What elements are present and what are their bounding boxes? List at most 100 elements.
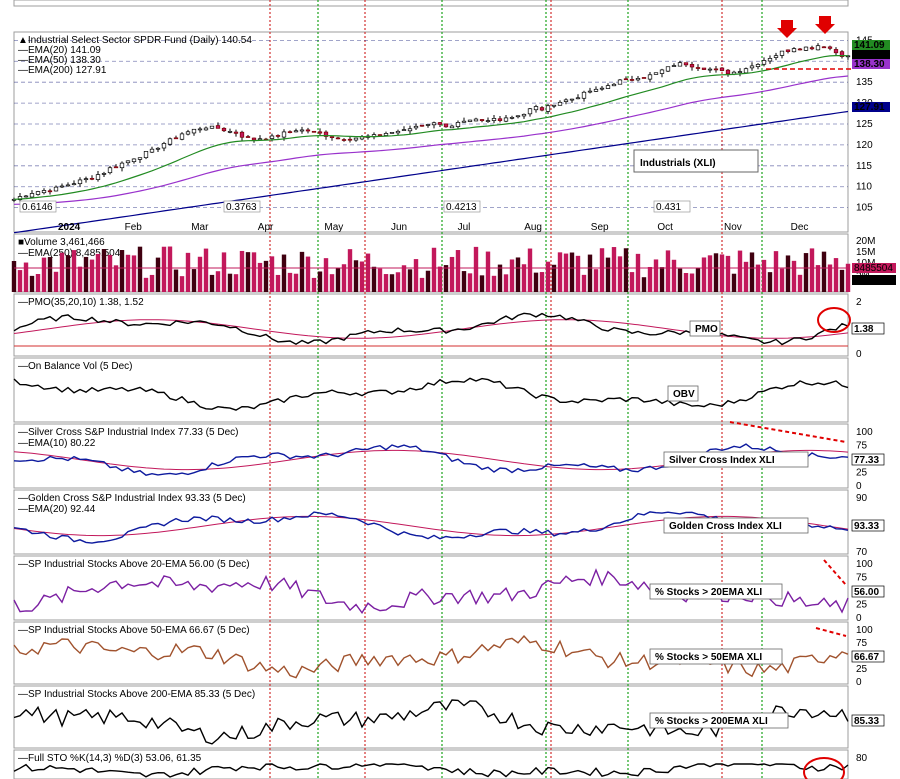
volume-bar (131, 255, 137, 292)
volume-bar (389, 274, 395, 292)
pmo-highlight-circle (817, 307, 851, 333)
indicator-title: —Golden Cross S&P Industrial Index 93.33… (18, 493, 246, 504)
volume-bars (11, 246, 851, 292)
indicator-annotation-box (663, 451, 809, 468)
indicator-axis-tick: 80 (856, 753, 868, 764)
price-bar (545, 105, 551, 112)
volume-bar (479, 275, 485, 292)
volume-bar (683, 273, 689, 292)
volume-bar (755, 264, 761, 292)
volume-bar (605, 257, 611, 292)
price-bar (431, 122, 437, 126)
price-bars (11, 43, 851, 203)
price-bar (443, 123, 449, 128)
volume-bar (143, 277, 149, 292)
price-bar (689, 64, 695, 68)
ema50-line (13, 75, 849, 205)
price-bar (659, 69, 665, 74)
price-bar (149, 148, 155, 153)
indicator-axis-tick: 25 (856, 664, 868, 675)
volume-bar (155, 257, 161, 292)
volume-bar (599, 248, 605, 292)
price-right-label: 127.91 (854, 102, 885, 113)
price-bar (275, 135, 281, 137)
price-right-badge (852, 50, 890, 60)
volume-bar (179, 276, 185, 292)
ema20-line (13, 54, 849, 200)
indicator-title: —PMO(35,20,10) 1.38, 1.52 (18, 297, 144, 308)
volume-bar (17, 270, 23, 292)
price-bar (665, 66, 671, 72)
price-bar (605, 85, 611, 89)
volume-bar (341, 264, 347, 292)
price-bar (677, 62, 683, 67)
price-bar (215, 125, 221, 129)
volume-bar (737, 250, 743, 292)
price-bar (515, 115, 521, 118)
price-bar (191, 128, 197, 134)
price-bar (449, 125, 455, 129)
volume-bar (527, 248, 533, 292)
volume-bar (575, 255, 581, 292)
indicator-axis-tick: 25 (856, 468, 868, 479)
price-bar (839, 51, 845, 57)
indicator-annotation: % Stocks > 20EMA XLI (655, 587, 762, 598)
price-bar (623, 78, 629, 81)
volume-bar (281, 254, 287, 292)
volume-bar (77, 266, 83, 292)
volume-bar (53, 271, 59, 292)
price-bar (35, 191, 41, 195)
indicator-title: —On Balance Vol (5 Dec) (18, 361, 133, 372)
price-bar (173, 137, 179, 140)
price-bar (455, 122, 461, 127)
price-legend-entry: —EMA(200) 127.91 (18, 65, 107, 76)
volume-bar (221, 252, 227, 292)
price-bar (209, 125, 215, 129)
volume-bar (815, 265, 821, 292)
price-bar (311, 130, 317, 133)
volume-bar (11, 261, 17, 292)
volume-bar (413, 259, 419, 292)
price-bar (695, 67, 701, 69)
indicator-annotation: % Stocks > 200EMA XLI (655, 716, 768, 727)
volume-bar (287, 272, 293, 292)
price-bar (221, 127, 227, 132)
indicator-right-label: 1.38 (854, 324, 874, 335)
price-bar (713, 68, 719, 71)
price-bar (791, 48, 797, 53)
indicator-axis-tick: 100 (856, 427, 873, 438)
volume-right-badge (852, 275, 896, 285)
price-bar (503, 117, 509, 122)
price-bar (83, 178, 89, 181)
indicator-line (13, 377, 849, 411)
price-bar (377, 134, 383, 136)
volume-bar (473, 246, 479, 292)
volume-bar (365, 253, 371, 292)
price-right-badge (852, 40, 890, 50)
volume-bar (149, 274, 155, 292)
indicator-annotation: PMO (695, 324, 718, 335)
date-axis-tick: Jul (458, 222, 471, 233)
price-bar (521, 113, 527, 117)
volume-bar (491, 275, 497, 292)
volume-bar (497, 264, 503, 292)
price-right-label: 140.54 (854, 50, 885, 61)
price-bar (245, 136, 251, 138)
price-bar (527, 108, 533, 115)
volume-bar (419, 277, 425, 292)
date-axis-tick: Aug (524, 222, 542, 233)
price-bar (797, 48, 803, 51)
indicator-title: —SP Industrial Stocks Above 200-EMA 85.3… (18, 689, 255, 700)
price-bar (395, 130, 401, 134)
price-bar (269, 135, 275, 139)
price-bar (437, 122, 443, 125)
indicator-annotation: Golden Cross Index XLI (669, 521, 782, 532)
price-bar (581, 91, 587, 99)
pmo-value-label: 0.431 (656, 202, 681, 213)
price-bar (569, 98, 575, 101)
price-bar (257, 138, 263, 141)
price-bar (161, 143, 167, 149)
volume-bar (35, 274, 41, 292)
volume-bar (821, 251, 827, 292)
